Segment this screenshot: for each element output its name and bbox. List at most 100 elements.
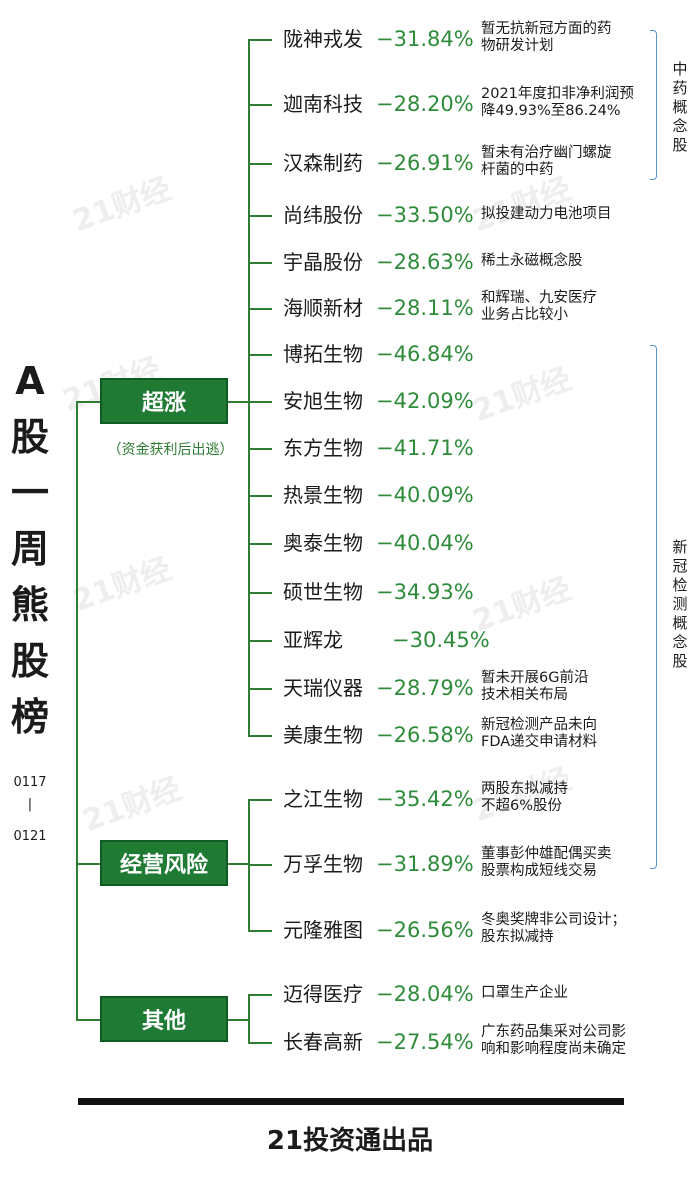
stock-name: 硕世生物 (283, 580, 363, 604)
concept-label-char: 概 (672, 614, 688, 632)
concept-label-char: 测 (672, 595, 688, 613)
title-char: 一 (10, 471, 49, 515)
date-separator: | (27, 797, 33, 812)
branch-line (76, 1019, 102, 1021)
stock-change: −26.58% (376, 723, 474, 747)
stock-name: 安旭生物 (283, 389, 363, 413)
category-other: 其他 (100, 996, 228, 1042)
stock-change: −27.54% (376, 1030, 474, 1054)
stock-note-line: 股票构成短线交易 (481, 863, 597, 879)
stock-name: 万孚生物 (283, 852, 363, 876)
stock-name: 奥泰生物 (283, 531, 363, 555)
watermark: 21财经 (68, 551, 176, 620)
stock-change: −28.11% (376, 296, 474, 320)
concept-label-char: 念 (672, 633, 688, 651)
stock-change: −40.04% (376, 531, 474, 555)
stock-note: 两股东拟减持 不超6%股份 (481, 781, 568, 815)
footer-divider (78, 1098, 624, 1105)
stock-tick (248, 308, 272, 310)
concept-brace (650, 345, 657, 869)
stock-name: 亚辉龙 (283, 628, 343, 652)
stock-change: −46.84% (376, 342, 474, 366)
stock-note: 暂未开展6G前沿 技术相关布局 (481, 670, 588, 704)
stock-change: −40.09% (376, 483, 474, 507)
stock-change: −31.89% (376, 852, 474, 876)
stock-change: −30.45% (392, 628, 490, 652)
stock-note: 董事彭仲雄配偶买卖 股票构成短线交易 (481, 846, 612, 880)
stock-name: 海顺新材 (283, 296, 363, 320)
stock-name: 博拓生物 (283, 342, 363, 366)
stock-note-line: 暂未有治疗幽门螺旋 (481, 145, 612, 161)
stock-tick (248, 215, 272, 217)
stock-name: 天瑞仪器 (283, 676, 363, 700)
concept-label-char: 概 (672, 98, 688, 116)
stock-note-line: FDA递交申请材料 (481, 734, 598, 750)
stock-change: −33.50% (376, 203, 474, 227)
stock-note-line: 暂未开展6G前沿 (481, 670, 589, 686)
stock-note-line: 拟投建动力电池项目 (481, 205, 612, 222)
stock-note: 冬奥奖牌非公司设计； 股东拟减持 (481, 912, 626, 946)
stock-note: 新冠检测产品未向 FDA递交申请材料 (481, 717, 597, 751)
concept-label-char: 念 (672, 117, 688, 135)
stock-name: 热景生物 (283, 483, 363, 507)
stock-note-line: 降49.93%至86.24% (481, 103, 621, 119)
title-char: 周 (10, 527, 49, 571)
stock-change: −28.04% (376, 982, 474, 1006)
concept-brace (650, 30, 657, 180)
stock-change: −31.84% (376, 27, 474, 51)
stock-tick (248, 688, 272, 690)
stock-note-line: 口罩生产企业 (481, 984, 568, 1001)
footer-credit: 21投资通出品 (266, 1126, 434, 1156)
title-char: 熊 (10, 583, 49, 627)
stock-name: 之江生物 (283, 787, 363, 811)
stock-tick (248, 448, 272, 450)
stock-name: 迦南科技 (283, 92, 363, 116)
stock-note: 2021年度扣非净利润预 降49.93%至86.24% (481, 86, 634, 120)
stock-tick (248, 799, 272, 801)
group-line (248, 994, 250, 1042)
stock-note-line: 两股东拟减持 (481, 781, 568, 797)
stock-note-line: 物研发计划 (481, 38, 554, 54)
trunk-line (76, 401, 78, 1021)
stock-note-line: 广东药品集采对公司影 (481, 1024, 626, 1040)
title-char: 股 (10, 639, 49, 683)
category-overvalued: 超涨 (100, 378, 228, 424)
stock-tick (248, 735, 272, 737)
stock-tick (248, 592, 272, 594)
date-start: 0117 (13, 775, 47, 790)
concept-label-char: 冠 (672, 557, 688, 575)
stock-tick (248, 930, 272, 932)
concept-label-char: 股 (672, 136, 688, 154)
stock-name: 陇神戎发 (283, 27, 363, 51)
branch-line (76, 401, 102, 403)
stock-change: −26.91% (376, 151, 474, 175)
category-note: （资金获利后出逃） (107, 442, 234, 458)
stock-note-line: 和辉瑞、九安医疗 (481, 290, 597, 306)
concept-label-tcm: 中 药 概 念 股 (670, 60, 690, 155)
stock-tick (248, 104, 272, 106)
stock-change: −28.63% (376, 250, 474, 274)
stock-tick (248, 262, 272, 264)
stock-name: 元隆雅图 (283, 918, 363, 942)
stock-note-line: 股东拟减持 (481, 929, 554, 945)
title-char: A (15, 359, 45, 403)
stock-note-line: 业务占比较小 (481, 307, 568, 323)
stock-name: 东方生物 (283, 436, 363, 460)
stock-change: −35.42% (376, 787, 474, 811)
stock-tick (248, 495, 272, 497)
stock-note-line: 董事彭仲雄配偶买卖 (481, 846, 612, 862)
stock-change: −26.56% (376, 918, 474, 942)
stock-note: 稀土永磁概念股 (481, 253, 583, 270)
branch-line (228, 401, 250, 403)
stock-name: 长春高新 (283, 1030, 363, 1054)
concept-label-char: 新 (672, 538, 688, 556)
stock-note: 拟投建动力电池项目 (481, 206, 612, 223)
stock-name: 宇晶股份 (283, 250, 363, 274)
stock-note-line: 响和影响程度尚未确定 (481, 1041, 626, 1057)
concept-label-covid-testing: 新 冠 检 测 概 念 股 (670, 538, 690, 671)
category-operating-risk: 经营风险 (100, 840, 228, 886)
watermark: 21财经 (78, 771, 186, 840)
branch-line (76, 863, 102, 865)
stock-tick (248, 39, 272, 41)
stock-change: −34.93% (376, 580, 474, 604)
